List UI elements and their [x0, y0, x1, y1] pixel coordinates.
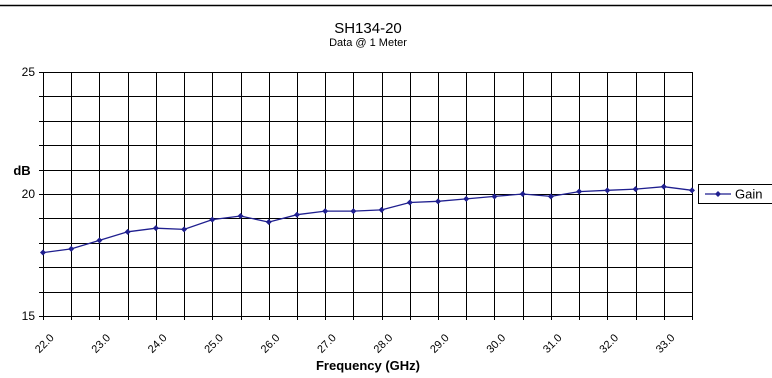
data-point-marker — [153, 225, 159, 231]
data-point-marker — [604, 187, 610, 193]
data-point-marker — [379, 207, 385, 213]
legend-label: Gain — [735, 187, 762, 202]
chart-subtitle: Data @ 1 Meter — [329, 37, 407, 49]
data-point-marker — [40, 250, 46, 256]
x-tick-label: 31.0 — [541, 332, 565, 356]
x-tick-label: 26.0 — [259, 332, 283, 356]
x-tick-label: 24.0 — [146, 332, 170, 356]
x-tick-label: 25.0 — [202, 332, 226, 356]
chart-title: SH134-20 — [334, 20, 402, 37]
y-tick-label: 25 — [22, 65, 36, 79]
x-tick-label: 23.0 — [89, 332, 113, 356]
x-tick-label: 33.0 — [654, 332, 678, 356]
x-tick-label: 32.0 — [597, 332, 621, 356]
data-point-marker — [576, 189, 582, 195]
data-point-marker — [633, 186, 639, 192]
x-tick-label: 27.0 — [315, 332, 339, 356]
data-point-marker — [463, 196, 469, 202]
y-tick-label: 15 — [22, 309, 36, 323]
x-tick-label: 28.0 — [372, 332, 396, 356]
data-point-marker — [350, 208, 356, 214]
x-axis-label: Frequency (GHz) — [316, 358, 420, 373]
x-tick-label: 22.0 — [33, 332, 57, 356]
data-point-marker — [435, 198, 441, 204]
data-point-marker — [181, 226, 187, 232]
data-point-marker — [96, 237, 102, 243]
x-tick-label: 30.0 — [485, 332, 509, 356]
data-point-marker — [266, 219, 272, 225]
data-point-marker — [661, 184, 667, 190]
data-point-marker — [125, 229, 131, 235]
data-point-marker — [407, 200, 413, 206]
series-line-gain — [43, 187, 692, 253]
y-axis-label: dB — [13, 163, 30, 178]
data-point-marker — [322, 208, 328, 214]
data-point-marker — [68, 246, 74, 252]
legend: Gain — [699, 185, 772, 204]
grid-layer — [43, 72, 693, 317]
data-point-marker — [294, 212, 300, 218]
data-point-marker — [520, 191, 526, 197]
y-tick-label: 20 — [22, 187, 36, 201]
data-point-marker — [689, 187, 695, 193]
x-tick-label: 29.0 — [428, 332, 452, 356]
data-point-marker — [209, 217, 215, 223]
